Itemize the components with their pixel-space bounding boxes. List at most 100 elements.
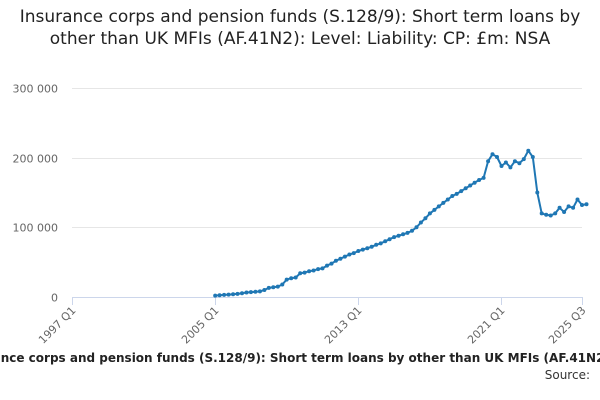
data-point[interactable] [262,288,267,292]
data-point[interactable] [240,291,244,296]
data-point[interactable] [293,275,298,280]
data-point[interactable] [544,212,549,217]
data-point[interactable] [401,232,406,237]
data-point[interactable] [445,197,450,202]
data-point[interactable] [548,213,553,218]
data-point[interactable] [477,178,482,182]
data-point[interactable] [226,292,231,297]
data-point[interactable] [320,266,325,271]
data-point[interactable] [365,246,370,251]
data-point[interactable] [486,159,491,164]
data-point[interactable] [280,282,285,287]
data-point[interactable] [517,161,522,166]
data-point[interactable] [222,292,227,297]
data-point[interactable] [526,148,531,153]
data-point[interactable] [329,261,334,266]
data-point[interactable] [490,152,495,157]
series [213,148,589,298]
data-point[interactable] [410,228,414,233]
data-point[interactable] [575,197,580,202]
data-point[interactable] [557,205,562,210]
data-point[interactable] [441,200,446,205]
y-axis: 0 100 000 200 000 300 000 [13,83,59,305]
data-point[interactable] [325,263,329,268]
data-point[interactable] [463,186,468,191]
data-point[interactable] [347,252,352,257]
data-point[interactable] [266,285,271,290]
series-line [215,149,587,297]
data-point[interactable] [562,210,567,214]
data-point[interactable] [383,239,388,244]
data-point[interactable] [356,249,361,253]
y-tick-label: 100 000 [13,222,59,235]
data-point[interactable] [436,204,441,209]
chart-title: Insurance corps and pension funds (S.128… [19,7,581,49]
data-point[interactable] [459,189,464,194]
data-point[interactable] [369,244,374,249]
data-point[interactable] [360,247,365,252]
x-tick-label: 2021 Q1 [465,304,508,347]
data-point[interactable] [253,289,258,294]
data-point[interactable] [432,207,437,212]
source-label: Source: [544,368,590,382]
data-point[interactable] [351,251,356,256]
data-point[interactable] [512,159,517,164]
data-point[interactable] [418,220,423,225]
data-point[interactable] [378,241,383,246]
x-tick-label: 1997 Q1 [36,304,79,347]
data-point[interactable] [213,293,218,298]
data-point[interactable] [450,194,455,198]
x-tick-label: 2005 Q1 [179,304,222,347]
y-tick-label: 0 [51,292,58,305]
data-point[interactable] [302,270,307,275]
data-point[interactable] [495,155,499,159]
data-point[interactable] [427,211,432,216]
data-point[interactable] [374,242,379,247]
data-point[interactable] [289,276,294,281]
data-point[interactable] [539,211,544,216]
data-point[interactable] [571,205,576,210]
data-point[interactable] [472,180,477,185]
y-tick-label: 300 000 [13,83,59,96]
data-point[interactable] [530,155,535,159]
data-point[interactable] [580,203,584,207]
data-point[interactable] [217,293,222,298]
data-point[interactable] [396,233,401,238]
data-point[interactable] [316,267,321,272]
data-point[interactable] [338,256,343,261]
data-point[interactable] [454,191,459,196]
data-point[interactable] [521,157,526,162]
data-point[interactable] [584,202,589,207]
y-tick-label: 200 000 [13,153,59,166]
data-point[interactable] [333,258,338,263]
data-point[interactable] [392,235,397,240]
data-point[interactable] [307,269,312,274]
data-point[interactable] [387,237,392,242]
data-point[interactable] [342,254,347,259]
data-point[interactable] [423,216,428,221]
data-point[interactable] [405,230,410,235]
data-point[interactable] [284,277,289,282]
data-point[interactable] [257,289,262,294]
data-point[interactable] [499,164,504,168]
data-point[interactable] [231,292,236,297]
legend-item[interactable]: Insurance corps and pension funds (S.128… [0,351,600,365]
data-point[interactable] [503,160,508,165]
data-point[interactable] [468,183,473,188]
data-point[interactable] [535,190,540,195]
data-point[interactable] [553,211,558,216]
data-point[interactable] [248,290,253,295]
data-point[interactable] [311,268,316,273]
data-point[interactable] [566,204,571,209]
data-point[interactable] [508,165,513,170]
x-tick-label: 2025 Q3 [546,304,589,347]
data-point[interactable] [414,225,419,230]
data-point[interactable] [275,284,280,289]
data-point[interactable] [271,285,276,290]
data-point[interactable] [235,291,240,296]
data-point[interactable] [298,271,303,276]
data-point[interactable] [481,175,486,180]
x-axis: 1997 Q1 2005 Q1 2013 Q1 2021 Q1 2025 Q3 [36,297,589,346]
data-point[interactable] [244,290,249,295]
